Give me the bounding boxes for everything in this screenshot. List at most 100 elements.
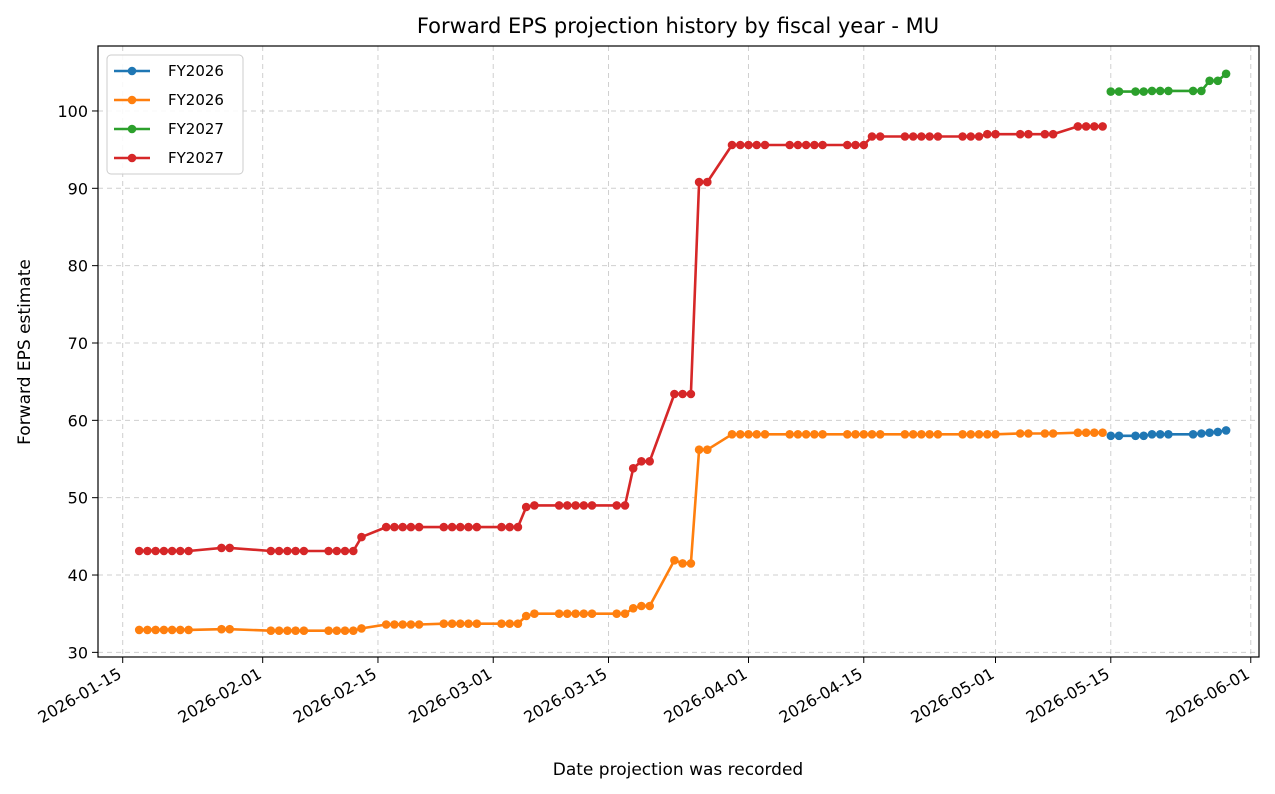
data-point: [925, 132, 934, 141]
data-point: [1147, 86, 1157, 96]
data-point: [810, 140, 819, 150]
data-point: [381, 620, 391, 629]
data-point: [917, 132, 926, 141]
data-point: [744, 140, 753, 150]
data-point: [266, 626, 276, 635]
data-point: [727, 430, 737, 439]
data-point: [867, 430, 877, 439]
data-point: [620, 609, 630, 618]
data-point: [587, 609, 597, 618]
data-point: [1213, 76, 1223, 86]
data-point: [274, 546, 284, 556]
data-point: [357, 532, 366, 542]
data-point: [274, 626, 284, 635]
data-point: [612, 609, 621, 618]
data-point: [958, 430, 967, 439]
data-point: [678, 559, 687, 568]
y-tick-label: 90: [68, 179, 88, 198]
data-point: [579, 609, 589, 618]
data-point: [785, 430, 794, 439]
data-point: [933, 132, 943, 141]
data-point: [332, 626, 342, 635]
data-point: [1090, 122, 1099, 131]
data-point: [291, 626, 300, 635]
legend-swatch-marker: [127, 66, 137, 76]
data-point: [727, 140, 737, 150]
data-point: [1048, 129, 1058, 139]
legend-item: FY2026: [114, 91, 224, 109]
data-point: [332, 546, 342, 556]
data-point: [1015, 129, 1025, 139]
data-point: [900, 430, 910, 439]
data-point: [464, 619, 473, 628]
data-point: [736, 140, 745, 150]
data-point: [875, 430, 885, 439]
data-point: [678, 389, 687, 399]
data-point: [513, 522, 523, 532]
data-point: [340, 626, 350, 635]
series-fy2027-3: [134, 122, 1107, 556]
data-point: [1155, 86, 1165, 96]
legend-swatch-marker: [127, 153, 137, 163]
y-tick-label: 70: [68, 334, 88, 353]
data-point: [579, 501, 589, 510]
data-point: [283, 626, 292, 635]
data-point: [818, 140, 827, 150]
data-point: [159, 546, 169, 556]
data-point: [843, 430, 852, 439]
data-point: [1131, 87, 1140, 96]
data-point: [703, 445, 712, 455]
data-point: [694, 445, 704, 455]
data-point: [703, 177, 712, 187]
data-point: [1164, 430, 1173, 439]
data-point: [291, 546, 300, 556]
data-point: [299, 546, 309, 556]
data-point: [587, 501, 597, 510]
series-layer: [134, 69, 1231, 635]
data-point: [456, 522, 465, 532]
data-point: [1024, 129, 1033, 139]
data-point: [357, 624, 366, 633]
legend-label: FY2027: [168, 149, 224, 167]
data-point: [1114, 87, 1124, 96]
x-axis-label: Date projection was recorded: [553, 760, 803, 780]
data-point: [760, 140, 770, 150]
data-point: [167, 625, 177, 635]
data-point: [859, 140, 869, 150]
data-point: [1205, 76, 1214, 86]
data-point: [505, 619, 514, 628]
data-point: [1106, 431, 1116, 441]
data-point: [225, 624, 234, 634]
legend-item: FY2027: [114, 120, 224, 138]
data-point: [851, 140, 860, 150]
data-point: [760, 430, 770, 439]
y-tick-label: 80: [68, 257, 88, 276]
data-point: [925, 430, 934, 439]
data-point: [612, 501, 621, 510]
series-fy2027-2: [1106, 69, 1231, 96]
data-point: [530, 501, 539, 510]
data-point: [752, 140, 761, 150]
legend-item: FY2026: [114, 62, 224, 80]
data-point: [530, 609, 539, 618]
data-point: [694, 177, 704, 187]
data-point: [571, 501, 580, 510]
data-point: [983, 430, 992, 439]
data-point: [1073, 122, 1083, 131]
data-point: [381, 522, 391, 532]
data-point: [521, 502, 531, 512]
data-point: [974, 132, 984, 141]
data-point: [1090, 428, 1099, 438]
data-point: [324, 546, 333, 556]
data-point: [818, 430, 827, 439]
data-point: [1139, 431, 1148, 441]
data-point: [1147, 430, 1157, 439]
data-point: [390, 620, 399, 629]
data-point: [554, 501, 564, 510]
data-point: [867, 132, 877, 141]
data-point: [1188, 86, 1198, 96]
data-point: [439, 522, 449, 532]
data-point: [134, 546, 144, 556]
data-point: [900, 132, 910, 141]
data-point: [908, 430, 918, 439]
